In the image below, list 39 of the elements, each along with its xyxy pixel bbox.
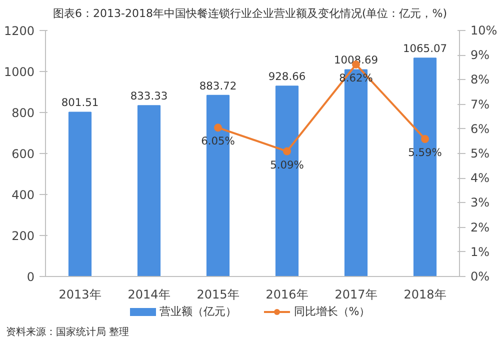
legend-label: 营业额（亿元） xyxy=(159,305,236,318)
data-label: 1008.69 xyxy=(334,54,378,67)
y2-tick-label: 3% xyxy=(470,196,490,210)
x-tick-label: 2016年 xyxy=(266,288,308,302)
data-label: 801.51 xyxy=(61,96,99,110)
y-tick-label: 200 xyxy=(12,229,34,243)
x-tick-label: 2018年 xyxy=(404,288,446,302)
y2-tick-label: 0% xyxy=(470,270,490,284)
y-tick-label: 0 xyxy=(26,270,35,284)
x-tick-label: 2013年 xyxy=(58,288,102,302)
y-tick-label: 1000 xyxy=(4,65,35,79)
point xyxy=(421,134,429,143)
bar xyxy=(68,112,92,276)
bar xyxy=(137,105,161,276)
y2-tick-label: 6% xyxy=(470,122,490,136)
y2-tick-label: 8% xyxy=(470,72,490,87)
y-tick-label: 400 xyxy=(12,188,34,202)
y2-tick-label: 2% xyxy=(470,220,490,234)
y2-tick-label: 5% xyxy=(470,146,490,160)
y2-tick-label: 9% xyxy=(470,48,490,62)
data-label: 928.66 xyxy=(268,70,306,84)
y2-tick-label: 1% xyxy=(470,244,490,259)
data-label: 1065.07 xyxy=(402,42,448,56)
text: 资料来源：国家统计局 整理 xyxy=(6,326,130,340)
chart-title: 图表6：2013-2018年中国快餐连锁行业企业营业额及变化情况(单位：亿元，%) xyxy=(53,6,447,22)
x-tick-label: 2014年 xyxy=(128,288,170,302)
x-tick-label: 2015年 xyxy=(196,288,240,302)
data-label: 883.72 xyxy=(199,79,237,92)
legend-label: 同比增长（%） xyxy=(294,305,370,318)
point xyxy=(283,147,291,156)
y2-tick-label: 7% xyxy=(470,97,490,112)
data-label: 833.33 xyxy=(130,90,168,103)
point xyxy=(214,124,222,132)
y-tick-label: 1200 xyxy=(4,24,35,38)
x-tick-label: 2017年 xyxy=(334,288,378,302)
y-tick-label: 800 xyxy=(12,106,34,120)
y2-tick-label: 10% xyxy=(470,24,498,38)
y-tick-label: 600 xyxy=(12,147,34,161)
y2-tick-label: 4% xyxy=(470,171,490,186)
